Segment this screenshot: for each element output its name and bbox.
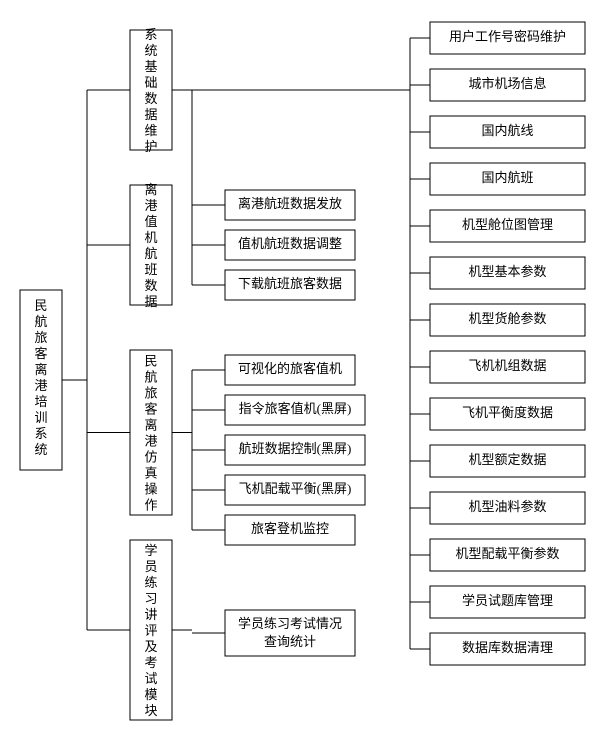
right-label-6: 机型货舱参数	[468, 311, 546, 326]
right-label-0: 用户工作号密码维护	[449, 29, 566, 44]
l3-label-a2: 值机航班数据调整	[238, 236, 342, 251]
l2-label-n4: 学员练习讲评及考试模块	[144, 543, 157, 718]
l3-label-a8: 旅客登机监控	[251, 521, 329, 536]
l2-label-n2: 离港值机航班数据	[144, 182, 157, 309]
right-label-7: 飞机机组数据	[468, 358, 546, 373]
right-label-9: 机型额定数据	[468, 452, 546, 467]
right-label-4: 机型舱位图管理	[462, 217, 553, 232]
right-label-11: 机型配载平衡参数	[455, 546, 559, 561]
l2-label-n1: 系统基础数据维护	[144, 27, 157, 154]
right-label-8: 飞机平衡度数据	[462, 405, 553, 420]
l3-label-a9-2: 查询统计	[264, 634, 316, 649]
right-label-13: 数据库数据清理	[462, 640, 553, 655]
l3-label-a5: 指令旅客值机(黑屏)	[239, 401, 352, 416]
org-chart: 民航旅客离港培训系统 系统基础数据维护离港值机航班数据民航旅客离港仿真操作学员练习…	[0, 0, 605, 729]
l3-label-a7: 飞机配载平衡(黑屏)	[239, 481, 352, 496]
l3-label-a4: 可视化的旅客值机	[238, 361, 342, 376]
right-label-5: 机型基本参数	[468, 264, 546, 279]
l2-label-n3: 民航旅客离港仿真操作	[144, 354, 157, 513]
right-label-3: 国内航班	[481, 170, 533, 185]
right-label-12: 学员试题库管理	[462, 593, 553, 608]
l3-label-a1: 离港航班数据发放	[238, 196, 342, 211]
root-label: 民航旅客离港培训系统	[34, 298, 47, 457]
l3-label-a6: 航班数据控制(黑屏)	[239, 441, 352, 456]
l3-label-a3: 下载航班旅客数据	[238, 276, 342, 291]
right-label-2: 国内航线	[481, 123, 533, 138]
right-label-10: 机型油料参数	[468, 499, 546, 514]
l3-label-a9-1: 学员练习考试情况	[238, 616, 342, 631]
right-label-1: 城市机场信息	[468, 76, 546, 91]
